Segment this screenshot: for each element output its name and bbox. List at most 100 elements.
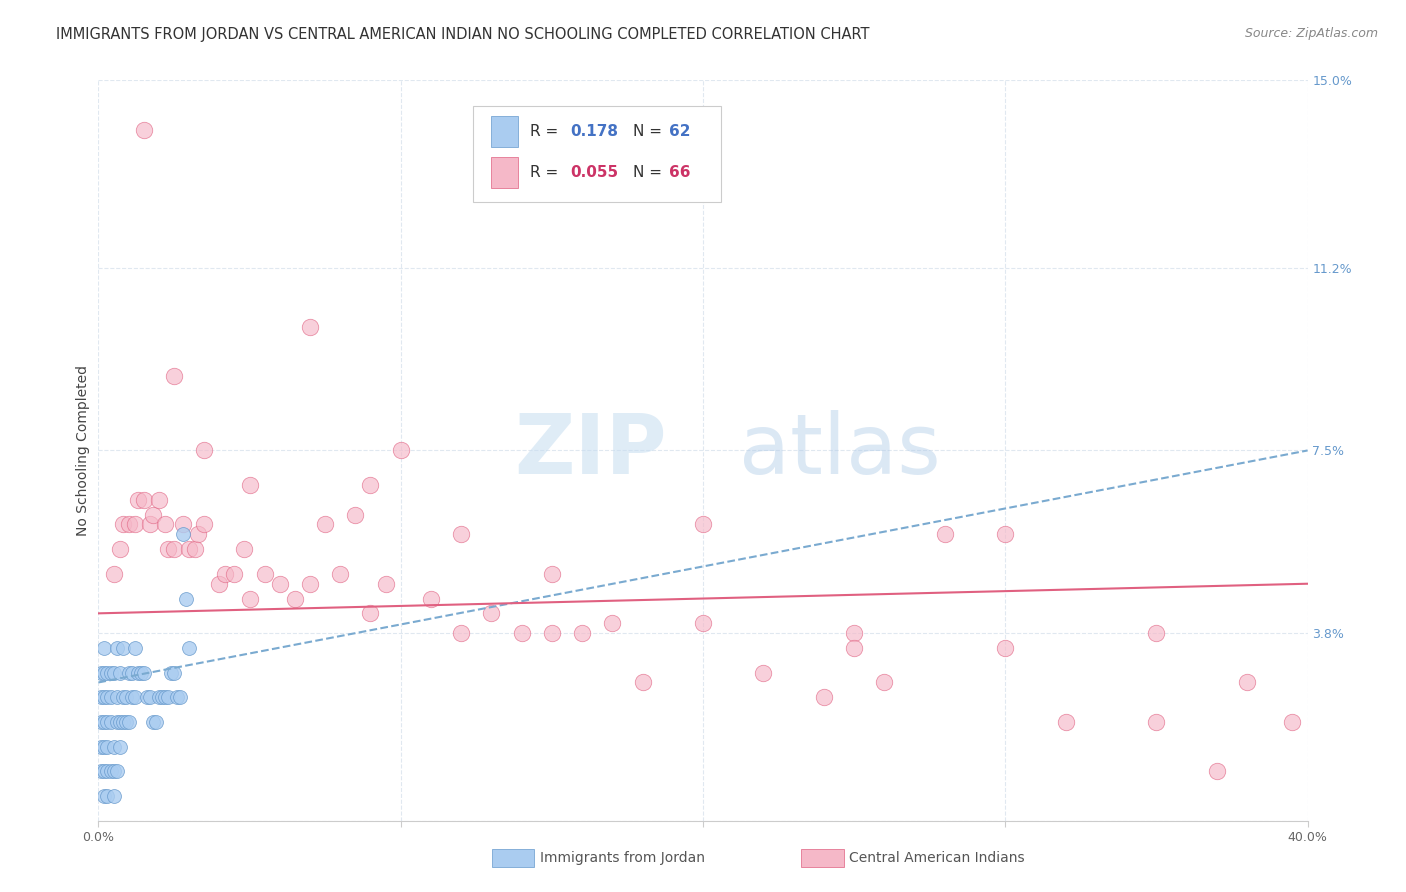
Point (329, 566, 352, 581)
Point (1236, 675, 1258, 690)
FancyBboxPatch shape (492, 157, 517, 188)
FancyBboxPatch shape (492, 116, 517, 147)
Point (253, 566, 276, 581)
Point (103, 665, 125, 680)
Point (571, 626, 593, 640)
Point (208, 576, 231, 591)
Point (540, 626, 562, 640)
Text: 66: 66 (669, 165, 690, 180)
Point (90, 665, 112, 680)
Point (631, 675, 654, 690)
Point (100, 764, 122, 779)
Point (153, 690, 176, 705)
Point (163, 542, 186, 557)
Point (844, 640, 866, 655)
Point (121, 665, 143, 680)
Point (163, 665, 186, 680)
Point (142, 508, 165, 522)
Point (108, 739, 131, 754)
Point (103, 764, 125, 779)
Point (153, 517, 176, 532)
Point (111, 714, 134, 729)
Point (93, 764, 115, 779)
Point (450, 527, 472, 541)
Point (172, 517, 194, 532)
Point (481, 607, 503, 621)
Point (450, 626, 472, 640)
Point (108, 714, 131, 729)
Point (994, 527, 1017, 541)
Point (114, 690, 136, 705)
Point (96, 714, 118, 729)
Point (374, 576, 396, 591)
Text: atlas: atlas (740, 410, 941, 491)
Point (96, 690, 118, 705)
Text: N =: N = (633, 165, 662, 180)
Point (156, 542, 179, 557)
Text: Source: ZipAtlas.com: Source: ZipAtlas.com (1244, 27, 1378, 40)
Point (129, 665, 152, 680)
Point (124, 690, 146, 705)
Point (96, 739, 118, 754)
Point (172, 527, 194, 541)
Point (360, 607, 382, 621)
Point (179, 640, 201, 655)
Point (166, 690, 188, 705)
Point (269, 576, 291, 591)
Text: 0.178: 0.178 (569, 124, 619, 139)
Text: R =: R = (530, 165, 558, 180)
Point (224, 566, 246, 581)
Point (139, 517, 162, 532)
Point (314, 517, 336, 532)
Point (103, 789, 125, 803)
Point (111, 690, 134, 705)
Point (93, 640, 115, 655)
Point (127, 665, 149, 680)
Point (934, 527, 956, 541)
Point (105, 764, 128, 779)
Point (132, 665, 155, 680)
Point (420, 591, 443, 606)
Text: ZIP: ZIP (515, 410, 666, 491)
Point (127, 492, 149, 507)
Point (1281, 714, 1303, 729)
Point (93, 739, 115, 754)
Point (844, 626, 866, 640)
Point (100, 714, 122, 729)
Point (118, 714, 141, 729)
Point (90, 739, 112, 754)
Text: Immigrants from Jordan: Immigrants from Jordan (540, 851, 704, 865)
Point (174, 591, 197, 606)
Text: 62: 62 (669, 124, 690, 139)
Point (360, 478, 382, 492)
Point (994, 640, 1017, 655)
Point (184, 542, 207, 557)
Point (232, 542, 254, 557)
Point (193, 517, 215, 532)
Point (602, 616, 624, 631)
Point (108, 665, 131, 680)
Point (284, 591, 307, 606)
Point (142, 714, 165, 729)
Point (124, 640, 146, 655)
Point (96, 789, 118, 803)
Point (299, 576, 322, 591)
Point (90, 690, 112, 705)
Point (169, 690, 191, 705)
Point (239, 478, 262, 492)
Point (145, 714, 167, 729)
Text: N =: N = (633, 124, 662, 139)
Text: IMMIGRANTS FROM JORDAN VS CENTRAL AMERICAN INDIAN NO SCHOOLING COMPLETED CORRELA: IMMIGRANTS FROM JORDAN VS CENTRAL AMERIC… (56, 27, 870, 42)
Point (111, 640, 134, 655)
Point (692, 517, 714, 532)
Point (1206, 764, 1229, 779)
Text: R =: R = (530, 124, 558, 139)
Point (752, 665, 775, 680)
Point (108, 542, 131, 557)
Point (118, 517, 141, 532)
Point (163, 369, 186, 384)
Point (93, 714, 115, 729)
Point (239, 591, 262, 606)
Point (111, 517, 134, 532)
Point (214, 566, 236, 581)
